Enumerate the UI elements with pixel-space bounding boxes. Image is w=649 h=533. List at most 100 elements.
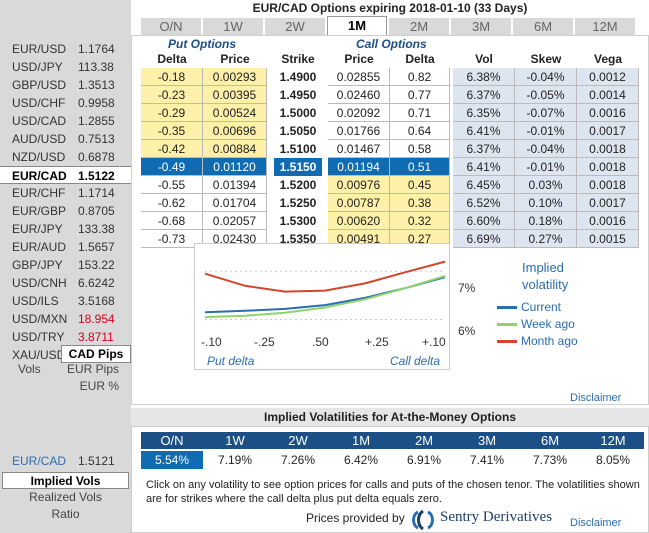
atm-disclaimer-link[interactable]: Disclaimer bbox=[570, 517, 622, 529]
cell-call-delta[interactable]: 0.51 bbox=[390, 158, 450, 176]
currency-pair-row[interactable]: USD/ILS 3.5168 bbox=[0, 292, 131, 310]
cell-put-price[interactable]: 0.01704 bbox=[203, 194, 267, 212]
cell-put-price[interactable]: 0.00293 bbox=[203, 68, 267, 86]
cell-put-price[interactable]: 0.01120 bbox=[203, 158, 267, 176]
currency-pair-row[interactable]: USD/MXN 18.954 bbox=[0, 310, 131, 328]
cell-vega[interactable]: 0.0014 bbox=[577, 86, 639, 104]
cell-call-delta[interactable]: 0.58 bbox=[390, 140, 450, 158]
cell-skew[interactable]: -0.07% bbox=[515, 104, 577, 122]
tab-1m[interactable]: 1M bbox=[327, 16, 387, 35]
atm-vol-value[interactable]: 6.91% bbox=[406, 453, 442, 467]
cell-vega[interactable]: 0.0018 bbox=[577, 158, 639, 176]
currency-pair-row[interactable]: EUR/USD 1.1764 bbox=[0, 40, 131, 58]
cell-skew[interactable]: 0.18% bbox=[515, 212, 577, 230]
cell-vol[interactable]: 6.38% bbox=[453, 68, 515, 86]
brand-name[interactable]: Sentry Derivatives bbox=[440, 509, 553, 525]
cell-put-price[interactable]: 0.00884 bbox=[203, 140, 267, 158]
cell-call-delta[interactable]: 0.38 bbox=[390, 194, 450, 212]
atm-pair-row[interactable]: EUR/CAD 1.5121 bbox=[0, 452, 131, 470]
cell-call-price[interactable]: 0.00976 bbox=[328, 176, 390, 194]
cell-call-price[interactable]: 0.01194 bbox=[328, 158, 390, 176]
currency-pair-row[interactable]: EUR/CHF 1.1714 bbox=[0, 184, 131, 202]
cell-vega[interactable]: 0.0016 bbox=[577, 104, 639, 122]
cell-vol[interactable]: 6.41% bbox=[453, 158, 515, 176]
cell-skew[interactable]: 0.27% bbox=[515, 230, 577, 248]
quote-option-eur-pips[interactable]: EUR Pips bbox=[66, 362, 119, 376]
currency-pair-row[interactable]: EUR/CAD 1.5122 bbox=[0, 166, 131, 184]
cell-vol[interactable]: 6.37% bbox=[453, 140, 515, 158]
cell-put-delta[interactable]: -0.23 bbox=[141, 86, 203, 104]
cell-vol[interactable]: 6.69% bbox=[453, 230, 515, 248]
cell-vol[interactable]: 6.35% bbox=[453, 104, 515, 122]
cell-vega[interactable]: 0.0017 bbox=[577, 194, 639, 212]
cell-call-price[interactable]: 0.02855 bbox=[328, 68, 390, 86]
cell-put-delta[interactable]: -0.29 bbox=[141, 104, 203, 122]
tab-2m[interactable]: 2M bbox=[389, 18, 449, 35]
cell-put-delta[interactable]: -0.73 bbox=[141, 230, 203, 248]
cell-call-price[interactable]: 0.01766 bbox=[328, 122, 390, 140]
currency-pair-row[interactable]: GBP/USD 1.3513 bbox=[0, 76, 131, 94]
cell-skew[interactable]: -0.01% bbox=[515, 158, 577, 176]
cell-put-delta[interactable]: -0.18 bbox=[141, 68, 203, 86]
cell-put-delta[interactable]: -0.55 bbox=[141, 176, 203, 194]
vol-mode-implied-vols[interactable]: Implied Vols bbox=[2, 472, 129, 489]
currency-pair-row[interactable]: GBP/JPY 153.22 bbox=[0, 256, 131, 274]
currency-pair-row[interactable]: USD/CNH 6.6242 bbox=[0, 274, 131, 292]
cell-call-delta[interactable]: 0.77 bbox=[390, 86, 450, 104]
currency-pair-row[interactable]: USD/TRY 3.8711 bbox=[0, 328, 131, 346]
cell-vol[interactable]: 6.52% bbox=[453, 194, 515, 212]
cell-vol[interactable]: 6.41% bbox=[453, 122, 515, 140]
atm-vol-value[interactable]: 7.26% bbox=[280, 453, 316, 467]
cell-vega[interactable]: 0.0012 bbox=[577, 68, 639, 86]
tab-12m[interactable]: 12M bbox=[575, 18, 635, 35]
cell-call-delta[interactable]: 0.82 bbox=[390, 68, 450, 86]
cell-vol[interactable]: 6.60% bbox=[453, 212, 515, 230]
atm-vol-value[interactable]: 6.42% bbox=[343, 453, 379, 467]
cell-call-price[interactable]: 0.02092 bbox=[328, 104, 390, 122]
cell-put-delta[interactable]: -0.62 bbox=[141, 194, 203, 212]
cell-skew[interactable]: 0.03% bbox=[515, 176, 577, 194]
cell-vega[interactable]: 0.0015 bbox=[577, 230, 639, 248]
tab-3m[interactable]: 3M bbox=[451, 18, 511, 35]
cell-skew[interactable]: 0.10% bbox=[515, 194, 577, 212]
disclaimer-link[interactable]: Disclaimer bbox=[570, 392, 622, 404]
cell-call-delta[interactable]: 0.71 bbox=[390, 104, 450, 122]
atm-vol-value[interactable]: 7.19% bbox=[217, 453, 253, 467]
cell-vega[interactable]: 0.0016 bbox=[577, 212, 639, 230]
cell-call-price[interactable]: 0.01467 bbox=[328, 140, 390, 158]
cell-skew[interactable]: -0.04% bbox=[515, 140, 577, 158]
atm-vol-value[interactable]: 8.05% bbox=[595, 453, 631, 467]
cell-put-delta[interactable]: -0.68 bbox=[141, 212, 203, 230]
cell-call-delta[interactable]: 0.32 bbox=[390, 212, 450, 230]
cell-put-delta[interactable]: -0.49 bbox=[141, 158, 203, 176]
cell-call-delta[interactable]: 0.45 bbox=[390, 176, 450, 194]
quote-option-cad-pips[interactable]: CAD Pips bbox=[61, 345, 131, 363]
currency-pair-row[interactable]: USD/CAD 1.2855 bbox=[0, 112, 131, 130]
cell-put-price[interactable]: 0.00524 bbox=[203, 104, 267, 122]
cell-vol[interactable]: 6.45% bbox=[453, 176, 515, 194]
currency-pair-row[interactable]: USD/CHF 0.9958 bbox=[0, 94, 131, 112]
cell-skew[interactable]: -0.05% bbox=[515, 86, 577, 104]
cell-skew[interactable]: -0.01% bbox=[515, 122, 577, 140]
cell-put-delta[interactable]: -0.35 bbox=[141, 122, 203, 140]
cell-call-price[interactable]: 0.02460 bbox=[328, 86, 390, 104]
vol-mode-realized-vols[interactable]: Realized Vols bbox=[29, 490, 102, 504]
cell-skew[interactable]: -0.04% bbox=[515, 68, 577, 86]
currency-pair-row[interactable]: EUR/GBP 0.8705 bbox=[0, 202, 131, 220]
currency-pair-row[interactable]: AUD/USD 0.7513 bbox=[0, 130, 131, 148]
tab-on[interactable]: O/N bbox=[141, 18, 201, 35]
currency-pair-row[interactable]: EUR/JPY 133.38 bbox=[0, 220, 131, 238]
cell-put-price[interactable]: 0.00395 bbox=[203, 86, 267, 104]
cell-call-price[interactable]: 0.00787 bbox=[328, 194, 390, 212]
currency-pair-row[interactable]: USD/JPY 113.38 bbox=[0, 58, 131, 76]
quote-option-eur-percent[interactable]: EUR % bbox=[79, 379, 119, 393]
cell-vol[interactable]: 6.37% bbox=[453, 86, 515, 104]
tab-6m[interactable]: 6M bbox=[513, 18, 573, 35]
cell-put-delta[interactable]: -0.42 bbox=[141, 140, 203, 158]
cell-vega[interactable]: 0.0017 bbox=[577, 122, 639, 140]
vol-mode-ratio[interactable]: Ratio bbox=[51, 507, 80, 521]
currency-pair-row[interactable]: EUR/AUD 1.5657 bbox=[0, 238, 131, 256]
cell-call-price[interactable]: 0.00620 bbox=[328, 212, 390, 230]
currency-pair-row[interactable]: NZD/USD 0.6878 bbox=[0, 148, 131, 166]
tab-2w[interactable]: 2W bbox=[265, 18, 325, 35]
